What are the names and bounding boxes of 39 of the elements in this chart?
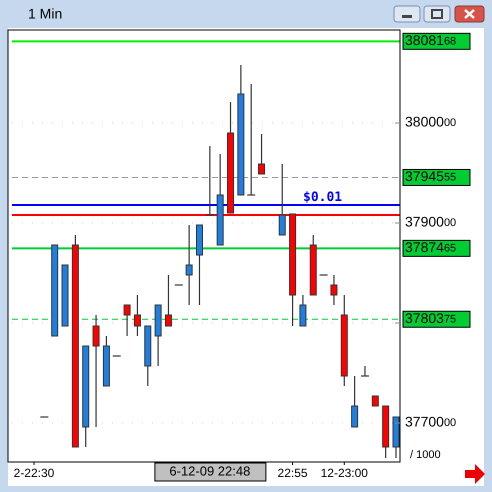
text: / 1000 <box>410 449 441 461</box>
candlestick <box>392 416 400 459</box>
candlestick <box>186 224 193 306</box>
candlestick <box>124 304 131 337</box>
candlestick <box>102 335 110 386</box>
candlestick <box>82 346 90 448</box>
candlestick <box>62 264 69 326</box>
ref-line-label: 3780375 <box>405 310 456 326</box>
candlestick <box>299 294 306 326</box>
candlestick <box>72 234 79 448</box>
candlestick <box>340 294 348 387</box>
candlestick <box>351 375 358 428</box>
x-tick-label: 2-22:30 <box>14 466 55 480</box>
ref-line-label: 3808168 <box>405 32 456 48</box>
candlestick <box>310 234 317 296</box>
candlestick <box>144 326 152 387</box>
candlestick <box>382 406 390 459</box>
candlestick <box>164 274 172 326</box>
candlestick <box>278 163 286 236</box>
candlestick <box>372 396 379 406</box>
candlestick <box>258 133 266 174</box>
candlestick <box>330 274 338 306</box>
candlestick <box>134 294 141 337</box>
ref-line-label: 3794555 <box>405 168 456 184</box>
candlestick <box>92 314 100 428</box>
y-tick-label: 3770000 <box>405 414 456 430</box>
y-tick-label: 3790000 <box>405 214 456 230</box>
x-tick-label: 22:55 <box>278 466 308 480</box>
candlestick <box>154 304 162 367</box>
annotation: $0.01 <box>303 190 342 205</box>
ref-line-label: 3787465 <box>405 239 456 256</box>
candlestick <box>196 224 203 306</box>
candlestick <box>237 64 244 196</box>
x-tick-label: 12-23:00 <box>320 466 368 480</box>
text: 6-12-09 22:48 <box>169 463 250 478</box>
y-tick-label: 3800000 <box>405 114 456 130</box>
candlestick <box>216 153 224 246</box>
chart-title: 1 Min <box>28 6 62 22</box>
candlestick <box>51 244 58 336</box>
